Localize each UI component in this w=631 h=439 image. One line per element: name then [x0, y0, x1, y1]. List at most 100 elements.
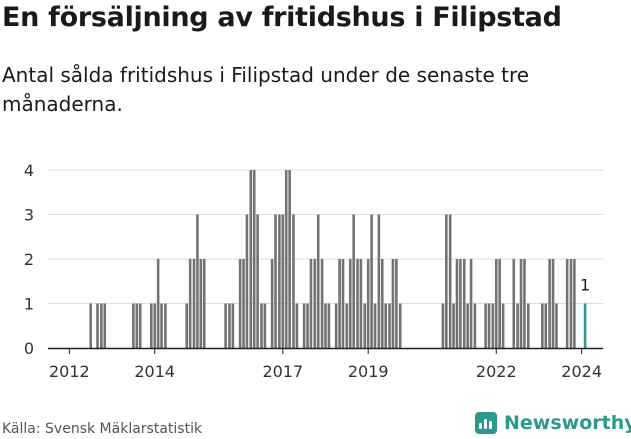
bar [260, 303, 263, 348]
x-tick-label: 2019 [348, 362, 389, 381]
bar [185, 303, 189, 348]
bar [96, 303, 99, 348]
bar [188, 259, 192, 348]
bar [302, 303, 306, 348]
bar [192, 259, 196, 348]
y-tick-label: 0 [24, 339, 34, 358]
bar [334, 303, 338, 348]
bar [352, 214, 355, 348]
bar [523, 259, 526, 348]
bar [263, 303, 267, 348]
bar [132, 303, 135, 348]
bar [327, 303, 331, 348]
bar [156, 259, 160, 348]
bar [103, 303, 107, 348]
bar [199, 259, 203, 348]
bar [455, 259, 459, 348]
chart-title: En försäljning av fritidshus i Filipstad [2, 2, 562, 33]
data-label: 1 [580, 276, 590, 295]
bar [498, 259, 501, 348]
bar [370, 214, 373, 348]
bar [292, 214, 295, 348]
bar-chart: 0 1 2 3 4 2012 2014 2017 2019 2022 2024 1 [24, 161, 603, 381]
bar [309, 259, 313, 348]
bar [551, 259, 555, 348]
bar [501, 303, 505, 348]
bar [295, 303, 299, 348]
bar [363, 303, 367, 348]
bar [380, 259, 384, 348]
bar [348, 259, 352, 348]
bar [202, 259, 206, 348]
x-tick-label: 2012 [49, 362, 90, 381]
bar [445, 214, 448, 348]
x-tick-label: 2022 [476, 362, 517, 381]
bar [281, 214, 285, 348]
bar [512, 259, 516, 348]
bar [345, 303, 349, 348]
source-note: Källa: Svensk Mäklarstatistik [2, 421, 203, 437]
bar [138, 303, 142, 348]
bar [459, 259, 462, 348]
bar [270, 259, 274, 348]
bar [548, 259, 551, 348]
bar [398, 303, 402, 348]
bar [320, 259, 324, 348]
bar-chart-icon [475, 412, 497, 434]
bar [306, 303, 309, 348]
bar [487, 303, 491, 348]
bar [569, 259, 573, 348]
bar [541, 303, 544, 348]
bar [160, 303, 163, 348]
bar [288, 170, 291, 348]
bar [462, 259, 466, 348]
bar [224, 303, 227, 348]
bar [565, 259, 569, 348]
bar [100, 303, 103, 348]
bar [274, 214, 277, 348]
bar [313, 259, 317, 348]
y-tick-label: 4 [24, 161, 34, 180]
bar [238, 259, 242, 348]
bar [388, 303, 391, 348]
bar [278, 214, 281, 348]
bar [341, 259, 345, 348]
bar [384, 303, 387, 348]
bar [377, 214, 381, 348]
bar [231, 303, 235, 348]
bar [284, 170, 288, 348]
bar [150, 303, 153, 348]
bar [466, 303, 469, 348]
bar [228, 303, 231, 348]
bar [249, 170, 253, 348]
bar [89, 303, 92, 348]
bar [256, 214, 259, 348]
bar [555, 303, 558, 348]
bar [135, 303, 139, 348]
bar [526, 303, 530, 348]
y-tick-label: 3 [24, 206, 34, 225]
bar [366, 259, 370, 348]
bar [441, 303, 445, 348]
bar [473, 303, 477, 348]
bar [356, 259, 359, 348]
bar [316, 214, 320, 348]
bar [242, 259, 245, 348]
bar [573, 259, 576, 348]
bar [338, 259, 341, 348]
bar [452, 303, 455, 348]
bar [373, 303, 377, 348]
x-tick-label: 2017 [262, 362, 303, 381]
bar [519, 259, 523, 348]
bar [448, 214, 452, 348]
bar [469, 259, 473, 348]
bar [544, 303, 548, 348]
chart-subtitle: Antal sålda fritidshus i Filipstad under… [2, 63, 530, 116]
bar [196, 214, 199, 348]
bar [245, 214, 249, 348]
bar [153, 303, 157, 348]
bar [516, 303, 519, 348]
newsworthy-logo: Newsworthy [475, 409, 631, 437]
x-tick-label: 2024 [561, 362, 602, 381]
bar [494, 259, 498, 348]
